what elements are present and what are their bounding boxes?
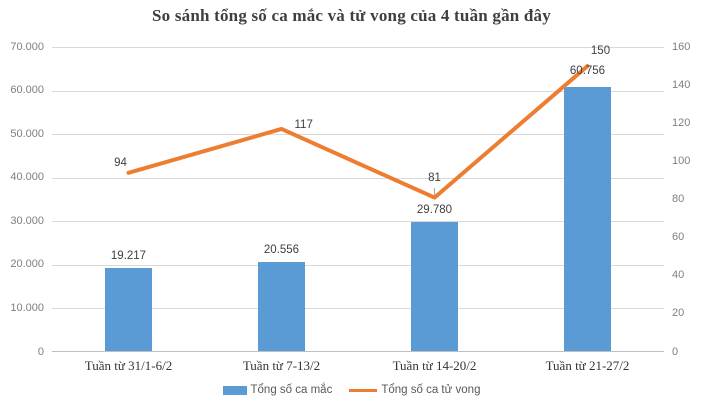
plot-area: 19.217 20.556 29.780 60.756 94 117 81 150 <box>52 44 664 352</box>
y-right-tick-label: 20 <box>672 307 685 320</box>
bar-data-label: 19.217 <box>110 250 147 263</box>
line-data-label: 150 <box>590 44 611 57</box>
y-right-tick-label: 140 <box>672 78 691 91</box>
line-data-label: 94 <box>114 156 127 169</box>
x-axis-line <box>52 351 664 352</box>
gridline <box>52 90 664 92</box>
gridline <box>52 47 664 48</box>
category-label: Tuần từ 21-27/2 <box>545 358 630 373</box>
y-left-tick-label: 40.000 <box>10 171 44 184</box>
bar-data-label: 20.556 <box>263 244 300 257</box>
legend-bar-swatch-icon <box>222 386 247 395</box>
bar-data-label: 29.780 <box>416 204 453 217</box>
y-right-tick-label: 80 <box>672 193 685 205</box>
gridline <box>52 134 664 136</box>
bar-1 <box>105 268 152 351</box>
y-right-tick-label: 120 <box>672 116 691 129</box>
line-data-label: 81 <box>428 171 441 184</box>
y-left-tick-label: 60.000 <box>10 84 44 97</box>
y-left-tick-label: 20.000 <box>10 258 44 271</box>
category-label: Tuần từ 14-20/2 <box>392 358 477 373</box>
y-left-tick-label: 10.000 <box>10 301 44 314</box>
y-right-tick-label: 60 <box>672 231 685 244</box>
line-data-label: 117 <box>294 119 313 132</box>
gridline <box>52 308 664 310</box>
gridline <box>52 221 664 223</box>
category-label: Tuần từ 31/1-6/2 <box>84 358 173 373</box>
legend-item-cases: Tổng số ca mắc <box>222 383 333 398</box>
legend-label-cases: Tổng số ca mắc <box>250 384 333 396</box>
bar-2 <box>258 262 305 351</box>
line-series <box>126 64 590 200</box>
legend-line-swatch-icon <box>349 388 378 393</box>
gridline <box>52 264 664 266</box>
y-left-tick-label: 30.000 <box>10 214 44 227</box>
legend-item-deaths: Tổng số ca tử vong <box>349 383 480 398</box>
y-right-tick-label: 100 <box>672 154 691 167</box>
y-right-tick-label: 0 <box>672 345 679 358</box>
gridline <box>52 177 664 179</box>
y-left-tick-label: 50.000 <box>10 127 44 140</box>
trend-line <box>126 64 590 200</box>
chart-title: So sánh tổng số ca mắc và tử vong của 4 … <box>152 6 551 25</box>
bar-3 <box>411 222 458 351</box>
y-right-tick-label: 160 <box>672 40 691 53</box>
y-left-tick-label: 70.000 <box>10 40 44 53</box>
y-left-tick-label: 0 <box>37 345 44 358</box>
bar-data-label: 60.756 <box>569 65 606 78</box>
legend: Tổng số ca mắc Tổng số ca tử vong <box>0 383 703 398</box>
legend-label-deaths: Tổng số ca tử vong <box>381 384 481 396</box>
bar-4 <box>564 87 611 351</box>
label-leader-line <box>434 187 435 195</box>
category-label: Tuần từ 7-13/2 <box>242 358 321 373</box>
y-right-tick-label: 40 <box>672 269 685 282</box>
